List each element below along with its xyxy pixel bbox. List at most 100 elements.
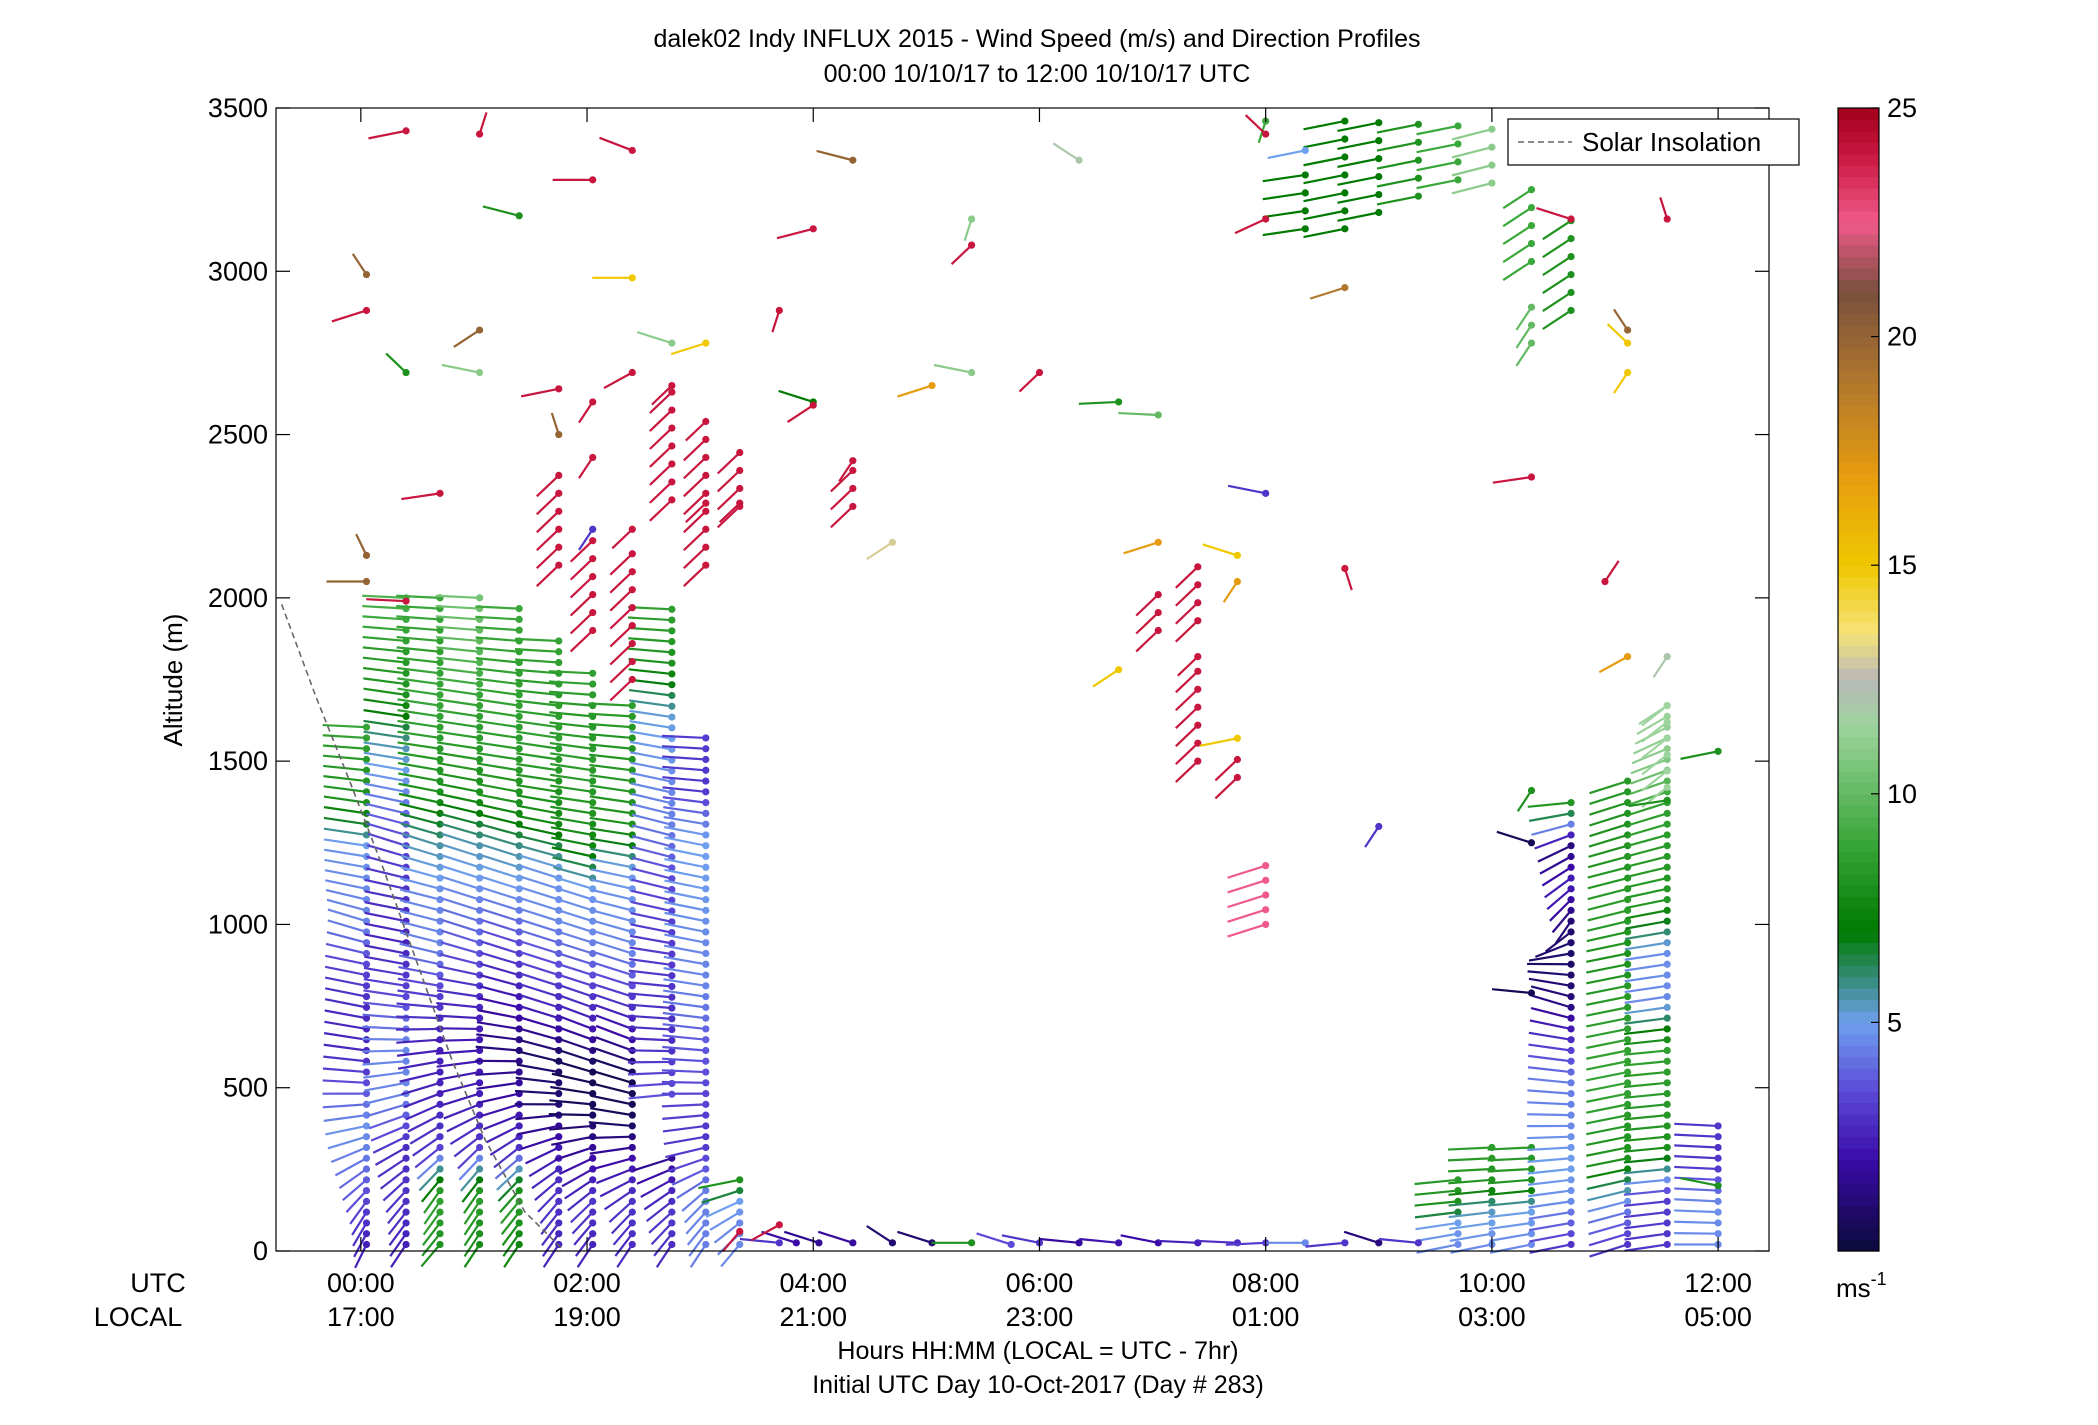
wind-vector-shaft	[1487, 1167, 1532, 1173]
wind-vector	[323, 816, 371, 828]
wind-vector-shaft	[323, 827, 367, 837]
wind-vector-shaft	[592, 919, 633, 933]
wind-vector	[554, 1143, 597, 1161]
wind-vector	[477, 772, 523, 785]
wind-vector-shaft	[1448, 1178, 1492, 1185]
wind-vector-shaft	[1337, 157, 1379, 168]
wind-vector-shaft	[628, 626, 672, 632]
wind-vector-shaft	[1586, 1114, 1628, 1125]
wind-vector-shaft	[324, 858, 367, 869]
wind-vector-shaft	[1529, 1232, 1572, 1243]
wind-vector-point	[1194, 685, 1202, 693]
wind-vector-point	[436, 1230, 444, 1238]
wind-vector-shaft	[478, 813, 520, 826]
legend-entry-label: Solar Insolation	[1582, 127, 1761, 157]
wind-vector-point	[668, 1197, 676, 1205]
wind-vector-shaft	[364, 772, 407, 783]
wind-vector-point	[475, 949, 484, 958]
wind-vector	[631, 792, 676, 807]
wind-vector-point	[1154, 538, 1162, 546]
colorbar-band	[1838, 416, 1879, 429]
wind-vector-point	[1567, 1133, 1575, 1141]
wind-vector-point	[436, 1143, 444, 1152]
wind-vector-point	[1488, 1186, 1496, 1195]
wind-vector-shaft	[1641, 721, 1668, 743]
wind-vector-shaft	[397, 698, 441, 707]
wind-vector-point	[736, 1219, 744, 1227]
wind-vector-point	[668, 1025, 676, 1034]
wind-vector-point	[436, 669, 444, 677]
wind-vector	[588, 743, 636, 753]
wind-vector-point	[628, 960, 636, 968]
colorbar-band	[1838, 1045, 1879, 1058]
wind-vector-shaft	[1303, 191, 1346, 203]
wind-vector-point	[515, 605, 523, 613]
wind-vector	[830, 466, 857, 493]
wind-vector	[1227, 920, 1270, 938]
wind-vector	[838, 457, 857, 482]
wind-vector	[1623, 1186, 1671, 1196]
wind-vector-point	[1567, 1003, 1575, 1011]
wind-vector	[478, 803, 523, 817]
wind-vector	[661, 745, 710, 753]
wind-vector-shaft	[436, 719, 480, 729]
wind-vector	[400, 812, 444, 828]
wind-vector-point	[702, 1079, 710, 1087]
wind-vector-shaft	[595, 1014, 633, 1030]
wind-vector-point	[1075, 156, 1083, 164]
wind-vector-shaft	[409, 1124, 441, 1145]
wind-vector-shaft	[1451, 164, 1493, 177]
wind-vector-shaft	[453, 1135, 481, 1158]
wind-vector-shaft	[1528, 1211, 1572, 1220]
wind-vector-shaft	[651, 384, 673, 406]
wind-vector	[1177, 653, 1202, 677]
wind-vector	[683, 435, 710, 462]
wind-vector-point	[475, 734, 484, 742]
wind-vector	[593, 1070, 636, 1087]
wind-vector-shaft	[407, 1114, 441, 1133]
wind-vector-shaft	[683, 456, 707, 480]
wind-vector	[548, 1111, 597, 1119]
wind-vector-shaft	[363, 730, 407, 740]
wind-vector	[436, 1057, 484, 1068]
wind-vector-point	[1663, 1025, 1671, 1033]
wind-vector-shaft	[589, 816, 633, 826]
wind-vector	[1416, 176, 1462, 190]
wind-vector-point	[436, 734, 444, 742]
wind-vector-point	[1154, 608, 1162, 617]
wind-vector-shaft	[400, 877, 441, 890]
colorbar-band	[1838, 130, 1879, 143]
wind-vector-shaft	[610, 1211, 634, 1235]
wind-vector-point	[555, 799, 563, 807]
wind-vector-point	[888, 538, 897, 546]
wind-vector-point	[1624, 1014, 1632, 1022]
wind-vector-shaft	[399, 802, 441, 815]
wind-vector-shaft	[1587, 1211, 1628, 1224]
wind-vector-shaft	[1586, 973, 1628, 985]
colorbar-band	[1838, 930, 1879, 943]
wind-vector-shaft	[1627, 844, 1668, 858]
wind-vector	[1451, 143, 1496, 159]
wind-vector	[1528, 1197, 1575, 1209]
wind-vector	[609, 639, 636, 666]
wind-vector-point	[668, 821, 676, 829]
wind-vector	[475, 112, 488, 138]
wind-vector	[629, 720, 676, 732]
wind-vector-point	[1454, 176, 1462, 184]
wind-vector-point	[668, 1047, 676, 1055]
wind-vector-shaft	[364, 901, 407, 912]
wind-vector-shaft	[515, 709, 559, 718]
wind-vector-point	[1567, 863, 1575, 871]
colorbar-band	[1838, 1205, 1879, 1218]
wind-vector-point	[515, 1230, 523, 1238]
wind-vector-shaft	[1544, 931, 1572, 953]
wind-vector-point	[436, 1133, 444, 1141]
wind-vector-shaft	[1542, 237, 1572, 259]
wind-vector-point	[362, 755, 371, 764]
wind-vector-shaft	[1588, 844, 1628, 858]
wind-vector	[698, 1176, 744, 1190]
wind-vector-shaft	[1586, 1038, 1628, 1050]
wind-vector-point	[668, 864, 676, 872]
wind-vector	[589, 1143, 636, 1155]
wind-vector-point	[1262, 920, 1270, 929]
